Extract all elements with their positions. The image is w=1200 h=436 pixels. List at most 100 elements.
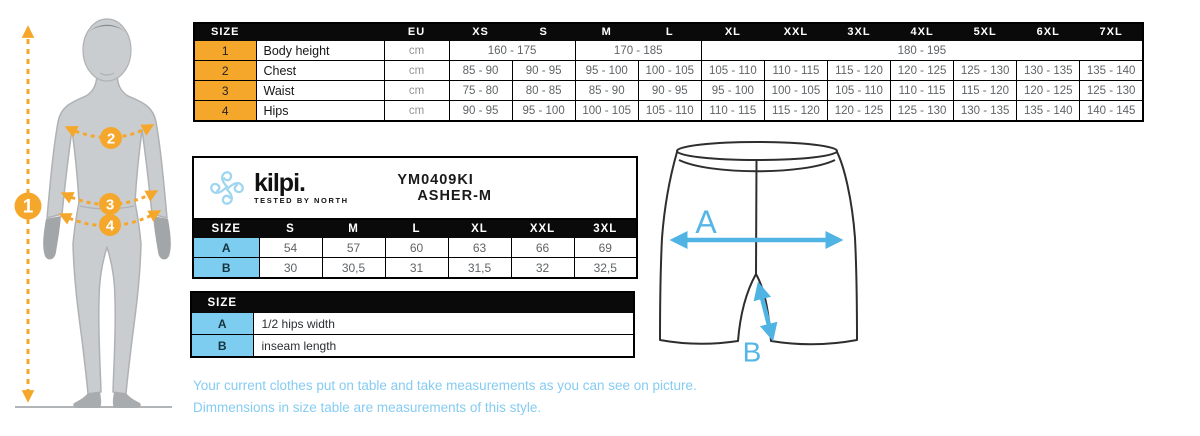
col-header-3xl: 3XL xyxy=(826,22,892,41)
cell-value: 80 - 85 xyxy=(511,80,576,101)
cell-value: 105 - 110 xyxy=(826,80,892,101)
right-foot xyxy=(112,392,141,408)
cell-value: 95 - 100 xyxy=(511,100,576,122)
brand-tagline: TESTED BY NORTH xyxy=(254,196,349,205)
col-header-l: L xyxy=(637,22,702,41)
brand-product-header: kilpi. TESTED BY NORTH YM0409KI ASHER-M xyxy=(192,156,638,218)
measurement-legend-table: SIZE A 1/2 hips width B inseam length xyxy=(190,291,635,358)
row-label-b: B xyxy=(190,334,254,358)
row-unit: cm xyxy=(383,80,450,101)
cell-value: 130 - 135 xyxy=(1016,60,1081,81)
row-unit: cm xyxy=(383,100,450,122)
cell-value: 66 xyxy=(510,237,575,258)
brand-wordmark: kilpi. xyxy=(254,169,306,197)
kilpi-logo-icon xyxy=(210,171,244,205)
svg-text:4: 4 xyxy=(106,218,115,235)
table-row-hips: 4 Hips cm 90 - 95 95 - 100 100 - 105 105… xyxy=(193,100,1144,122)
inseam-arrow xyxy=(753,281,778,342)
row-number: 4 xyxy=(193,100,257,122)
marker-badge-1: 1 xyxy=(14,192,42,220)
row-label: Waist xyxy=(255,80,385,101)
product-title: YM0409KI ASHER-M xyxy=(397,172,556,204)
cell-value: 60 xyxy=(384,237,449,258)
row-label: Chest xyxy=(255,60,385,81)
cell-value: 75 - 80 xyxy=(448,80,513,101)
cell-value: 110 - 115 xyxy=(890,80,955,101)
cell-value: 90 - 95 xyxy=(448,100,513,122)
col-header-m: M xyxy=(574,22,639,41)
table-row-chest: 2 Chest cm 85 - 90 90 - 95 95 - 100 100 … xyxy=(193,60,1144,81)
table-row-body-height: 1 Body height cm 160 - 175 170 - 185 180… xyxy=(193,40,1144,61)
col-header-4xl: 4XL xyxy=(890,22,955,41)
cell-value: 115 - 120 xyxy=(953,80,1018,101)
cell-value: 170 - 185 xyxy=(574,40,702,61)
inseam-label: B xyxy=(743,337,762,368)
col-header-m: M xyxy=(321,218,386,238)
col-header-xl: XL xyxy=(700,22,765,41)
cell-value: 140 - 145 xyxy=(1079,100,1144,122)
cell-value: 160 - 175 xyxy=(448,40,576,61)
cell-value: 95 - 100 xyxy=(574,60,639,81)
product-size-table: SIZE S M L XL XXL 3XL A 54 57 60 63 66 6… xyxy=(192,218,638,279)
col-header-blank xyxy=(255,22,385,41)
table-header-row: SIZE S M L XL XXL 3XL xyxy=(192,218,638,238)
cell-value: 135 - 140 xyxy=(1016,100,1081,122)
row-number: 3 xyxy=(193,80,257,101)
cell-value: 125 - 130 xyxy=(953,60,1018,81)
table-header-row: SIZE xyxy=(190,291,635,313)
row-unit: cm xyxy=(383,60,450,81)
cell-value: 57 xyxy=(321,237,386,258)
note-line-1: Your current clothes put on table and ta… xyxy=(193,378,697,393)
cell-value: 135 - 140 xyxy=(1079,60,1144,81)
col-header-eu: EU xyxy=(383,22,450,41)
marker-badge-4: 4 xyxy=(99,214,121,236)
cell-value: 110 - 115 xyxy=(700,100,765,122)
col-header-size: SIZE xyxy=(192,218,260,238)
cell-value: 85 - 90 xyxy=(574,80,639,101)
cell-value: 54 xyxy=(258,237,323,258)
cell-value: 115 - 120 xyxy=(763,100,828,122)
cell-value: 100 - 105 xyxy=(637,60,702,81)
cell-value: 105 - 110 xyxy=(700,60,765,81)
cell-value: 120 - 125 xyxy=(890,60,955,81)
cell-value: 95 - 100 xyxy=(700,80,765,101)
col-header-6xl: 6XL xyxy=(1016,22,1081,41)
cell-value: 30 xyxy=(258,257,323,279)
row-number: 1 xyxy=(193,40,257,61)
col-header-s: S xyxy=(258,218,323,238)
cell-value: 30,5 xyxy=(321,257,386,279)
right-hand xyxy=(153,216,171,260)
row-description: 1/2 hips width xyxy=(252,312,635,335)
table-row-b: B inseam length xyxy=(190,334,635,358)
cell-value: 120 - 125 xyxy=(826,100,892,122)
cell-value: 125 - 130 xyxy=(890,100,955,122)
cell-value: 180 - 195 xyxy=(700,40,1144,61)
row-label-a: A xyxy=(190,312,254,335)
col-header-5xl: 5XL xyxy=(953,22,1018,41)
head xyxy=(82,18,132,82)
cell-value: 120 - 125 xyxy=(1016,80,1081,101)
cell-value: 32 xyxy=(510,257,575,279)
cell-value: 100 - 105 xyxy=(763,80,828,101)
eu-size-table: SIZE EU XS S M L XL XXL 3XL 4XL 5XL 6XL … xyxy=(193,22,1144,122)
brand-block: kilpi. TESTED BY NORTH xyxy=(194,167,349,209)
row-unit: cm xyxy=(383,40,450,61)
waist-measure-arc xyxy=(60,190,159,206)
cell-value: 85 - 90 xyxy=(448,60,513,81)
body-measurement-figure: 1 2 3 4 xyxy=(14,18,172,408)
cell-value: 90 - 95 xyxy=(511,60,576,81)
cell-value: 110 - 115 xyxy=(763,60,828,81)
product-name: ASHER-M xyxy=(417,188,492,204)
col-header-size: SIZE xyxy=(190,291,254,313)
col-header-3xl: 3XL xyxy=(573,218,638,238)
cell-value: 130 - 135 xyxy=(953,100,1018,122)
col-header-xxl: XXL xyxy=(510,218,575,238)
left-hand xyxy=(43,216,61,260)
row-label: Hips xyxy=(255,100,385,122)
table-row-b: B 30 30,5 31 31,5 32 32,5 xyxy=(192,257,638,279)
measurement-note: Your current clothes put on table and ta… xyxy=(193,375,697,419)
cell-value: 105 - 110 xyxy=(637,100,702,122)
shorts-diagram: A B xyxy=(659,141,858,368)
col-header-xxl: XXL xyxy=(763,22,828,41)
cell-value: 90 - 95 xyxy=(637,80,702,101)
